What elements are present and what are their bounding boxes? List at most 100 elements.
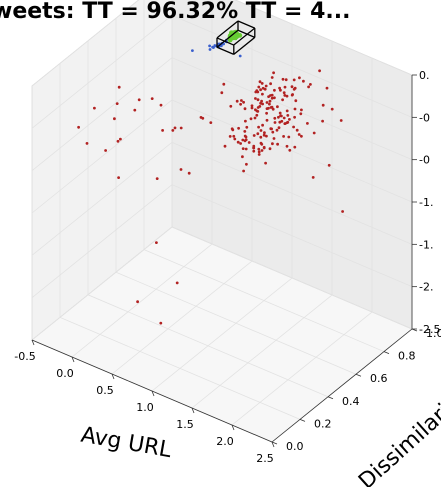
x-tick-mark-0 xyxy=(31,339,35,346)
y-tick-mark-1 xyxy=(299,419,306,422)
box-edge-0-4 xyxy=(216,46,235,55)
x-tick-label-2: 0.5 xyxy=(96,384,114,397)
point-s0-8 xyxy=(150,97,154,100)
point-s0-53 xyxy=(239,142,243,145)
point-s0-91 xyxy=(245,162,248,166)
tick-labels: -0.5 0.0 0.5 1.0 1.5 2.0 2.5 0.0 0.2 0.4 0.6 0.8 1.0… xyxy=(14,69,441,465)
grid-line-z-0 xyxy=(31,0,413,87)
point-s0-98 xyxy=(285,94,289,98)
z-tick-label-0: 0. xyxy=(419,69,430,82)
point-s0-34 xyxy=(93,106,96,110)
point-s0-22 xyxy=(113,117,116,121)
point-s0-96 xyxy=(241,138,245,142)
point-s0-123 xyxy=(257,150,261,154)
z-tick-label-2: -0 xyxy=(419,154,430,167)
point-s0-23 xyxy=(173,126,177,130)
chart-title: weets: TT = 96.32% TT = 4... xyxy=(0,0,350,24)
point-s0-38 xyxy=(300,134,303,138)
point-s0-25 xyxy=(119,137,122,141)
point-s0-11 xyxy=(155,241,158,245)
point-s0-165 xyxy=(231,128,235,132)
y-axis-label: Dissimilarity xyxy=(354,385,441,487)
point-s0-39 xyxy=(242,169,246,173)
point-s0-12 xyxy=(115,102,119,105)
point-s0-150 xyxy=(268,99,272,103)
y-tick-mark-0 xyxy=(271,441,278,445)
point-s0-83 xyxy=(288,148,292,152)
point-s0-33 xyxy=(85,142,89,145)
y-tick-label-4: 0.8 xyxy=(398,350,416,363)
point-s0-4 xyxy=(341,210,344,213)
point-s0-122 xyxy=(275,128,279,132)
point-s0-141 xyxy=(243,130,247,133)
point-s0-52 xyxy=(257,153,261,156)
point-s1-18 xyxy=(211,45,215,49)
y-axis-line xyxy=(271,328,413,443)
x-tick-mark-3 xyxy=(151,390,155,397)
point-s0-43 xyxy=(257,85,261,89)
point-s0-139 xyxy=(283,85,287,89)
point-s0-82 xyxy=(229,104,233,108)
box-edge-4-6 xyxy=(233,36,256,55)
point-s0-187 xyxy=(271,130,275,134)
y-tick-label-1: 0.2 xyxy=(314,417,332,430)
point-s0-81 xyxy=(269,127,273,131)
point-s0-159 xyxy=(312,131,316,135)
point-s0-156 xyxy=(260,149,264,152)
point-s0-41 xyxy=(321,119,324,123)
point-s0-190 xyxy=(280,114,283,118)
grid-line-z-2 xyxy=(31,57,413,171)
point-s0-10 xyxy=(137,98,141,102)
point-s0-163 xyxy=(262,145,266,149)
x-tick-mark-1 xyxy=(71,356,75,363)
grid-line-z-1 xyxy=(31,14,413,129)
point-s0-13 xyxy=(325,86,329,90)
y-tick-label-2: 0.4 xyxy=(342,395,360,408)
point-s0-36 xyxy=(133,108,137,112)
bounding-box-wireframe xyxy=(216,20,256,55)
point-s1-9 xyxy=(208,44,212,48)
point-s0-133 xyxy=(279,88,282,92)
point-s0-99 xyxy=(260,82,264,85)
point-s0-114 xyxy=(268,147,272,151)
point-s0-74 xyxy=(250,104,254,108)
y-tick-label-0: 0.0 xyxy=(286,440,304,453)
point-s0-154 xyxy=(244,138,248,142)
point-s0-118 xyxy=(258,105,262,108)
point-s0-176 xyxy=(293,107,297,111)
point-s0-178 xyxy=(241,147,245,151)
point-s0-170 xyxy=(270,93,274,97)
point-s0-151 xyxy=(261,86,265,90)
point-s0-70 xyxy=(339,119,343,122)
grid-line-z-6 xyxy=(31,226,413,341)
point-s0-86 xyxy=(233,137,237,141)
point-s0-185 xyxy=(243,107,247,111)
y-tick-label-3: 0.6 xyxy=(370,372,388,385)
point-s0-92 xyxy=(261,123,264,127)
z-tick-label-6: -2.5 xyxy=(419,323,440,336)
z-tick-label-4: -1. xyxy=(419,238,433,251)
point-s0-184 xyxy=(268,102,271,106)
point-s0-37 xyxy=(222,82,226,86)
point-s0-177 xyxy=(244,147,248,151)
z-tick-label-3: -1. xyxy=(419,196,433,209)
point-s0-126 xyxy=(245,125,249,129)
x-tick-label-3: 1.0 xyxy=(136,401,154,414)
point-s0-87 xyxy=(285,144,289,148)
point-s0-79 xyxy=(255,113,259,117)
point-s0-137 xyxy=(256,132,260,136)
point-s0-17 xyxy=(244,119,247,123)
point-s0-135 xyxy=(255,89,259,93)
point-s0-180 xyxy=(249,117,253,121)
point-s1-3 xyxy=(191,49,194,52)
point-s0-60 xyxy=(228,135,232,138)
point-s0-0 xyxy=(175,281,179,285)
y-tick-mark-2 xyxy=(327,396,334,400)
point-s0-102 xyxy=(257,125,260,129)
point-s0-171 xyxy=(281,77,285,81)
point-s0-191 xyxy=(253,116,257,120)
point-s0-65 xyxy=(297,133,301,136)
point-s0-181 xyxy=(265,101,269,104)
point-s0-195 xyxy=(254,97,257,100)
point-s0-61 xyxy=(294,99,298,103)
